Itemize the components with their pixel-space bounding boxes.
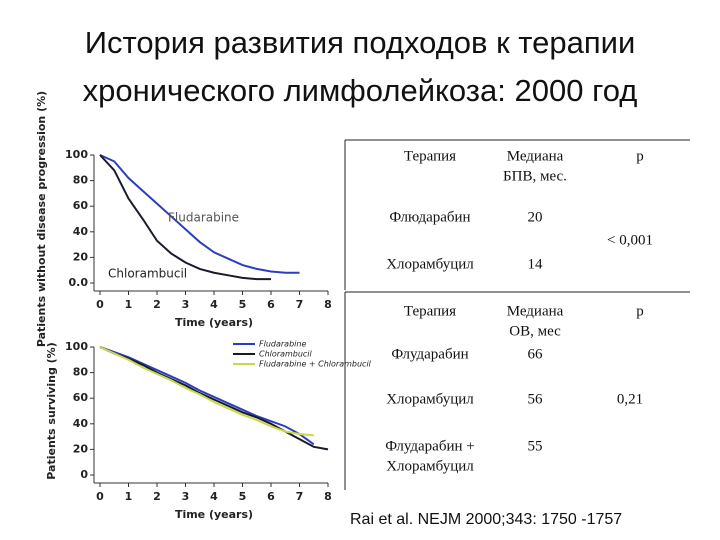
x-tick-label: 4	[210, 490, 218, 503]
series-label: Fludarabine	[168, 211, 239, 225]
x-tick-label: 0	[96, 490, 104, 503]
x-tick-label: 7	[296, 490, 304, 503]
y-tick-label: 0.0	[69, 276, 89, 289]
table-cell: 55	[528, 438, 543, 454]
y-tick-label: 100	[65, 148, 88, 161]
y-tick-label: 80	[73, 174, 89, 187]
x-tick-label: 6	[267, 298, 275, 311]
x-tick-label: 1	[125, 490, 133, 503]
x-tick-label: 4	[210, 298, 218, 311]
x-tick-label: 8	[324, 490, 332, 503]
y-tick-label: 60	[73, 391, 89, 404]
legend-label: Fludarabine	[259, 340, 306, 349]
x-tick-label: 5	[239, 298, 247, 311]
survival-curve	[99, 346, 315, 446]
y-axis-label: Patients without disease progression (%)	[35, 91, 48, 347]
x-axis-label: Time (years)	[175, 508, 253, 521]
y-tick-label: 60	[73, 199, 89, 212]
table-cell: Хлорамбуцил	[386, 256, 474, 272]
table-cell: 14	[528, 256, 544, 272]
table-cell: 56	[528, 391, 544, 407]
table-cell: 0,21	[617, 391, 643, 407]
x-tick-label: 2	[153, 298, 161, 311]
survival-curve	[99, 154, 271, 281]
y-axis-label: Patients surviving (%)	[45, 342, 58, 479]
table-cell: Флударабин	[391, 346, 468, 362]
x-tick-label: 3	[182, 298, 190, 311]
table-cell: Хлорамбуцил	[386, 391, 474, 407]
legend-label: Chlorambucil	[259, 350, 313, 359]
x-tick-label: 7	[296, 298, 304, 311]
table-cell: Медиана	[507, 148, 564, 164]
x-tick-label: 6	[267, 490, 275, 503]
slide-title: хронического лимфолейкоза: 2000 год	[83, 73, 638, 108]
legend-label: Fludarabine + Chlorambucil	[259, 360, 372, 369]
table-cell: 20	[528, 209, 543, 225]
table-cell: БПВ, мес.	[503, 168, 567, 184]
y-tick-label: 80	[73, 366, 89, 379]
survival-curve	[99, 346, 314, 437]
table-cell: Хлорамбуцил	[386, 458, 474, 474]
slide-title: История развития подходов к терапии	[85, 25, 636, 60]
y-tick-label: 100	[65, 340, 88, 353]
series-label: Chlorambucil	[108, 267, 187, 281]
survival-curve	[99, 346, 329, 451]
citation: Rai et al. NEJM 2000;343: 1750 -1757	[350, 511, 622, 528]
table-cell: p	[636, 303, 644, 319]
table-cell: Флюдарабин	[389, 209, 470, 225]
table-cell: Медиана	[507, 303, 564, 319]
table-cell: p	[636, 148, 644, 164]
table-cell: ОВ, мес	[509, 323, 561, 339]
x-axis-label: Time (years)	[175, 316, 253, 329]
y-tick-label: 20	[73, 250, 89, 263]
x-tick-label: 3	[182, 490, 190, 503]
survival-curve	[99, 154, 300, 274]
table-cell: Терапия	[404, 148, 456, 164]
x-tick-label: 0	[96, 298, 104, 311]
table-cell: Терапия	[404, 303, 456, 319]
table-cell: < 0,001	[607, 232, 653, 248]
y-tick-label: 40	[73, 417, 89, 430]
y-tick-label: 20	[73, 442, 89, 455]
y-tick-label: 40	[73, 225, 89, 238]
y-tick-label: 0	[80, 468, 88, 481]
table-cell: Флударабин +	[385, 438, 475, 454]
table-cell: 66	[528, 346, 544, 362]
x-tick-label: 1	[125, 298, 133, 311]
x-tick-label: 2	[153, 490, 161, 503]
x-tick-label: 5	[239, 490, 247, 503]
x-tick-label: 8	[324, 298, 332, 311]
